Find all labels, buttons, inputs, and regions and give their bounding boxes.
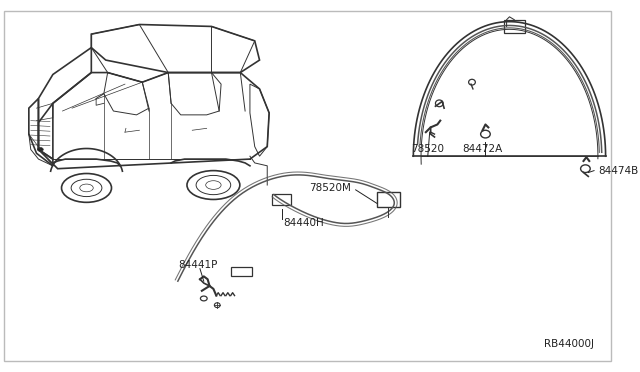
Text: 84474B: 84474B xyxy=(598,166,638,176)
Text: 84440H: 84440H xyxy=(284,218,324,228)
Text: 84472A: 84472A xyxy=(463,144,502,154)
Text: 78520: 78520 xyxy=(412,144,444,154)
Ellipse shape xyxy=(38,148,44,151)
Bar xyxy=(230,267,252,276)
Bar xyxy=(504,20,525,33)
Bar xyxy=(377,192,400,207)
Bar xyxy=(272,194,291,205)
Text: 84441P: 84441P xyxy=(178,260,217,270)
Text: RB44000J: RB44000J xyxy=(544,339,594,349)
Text: 78520M: 78520M xyxy=(309,183,351,193)
